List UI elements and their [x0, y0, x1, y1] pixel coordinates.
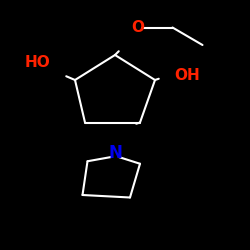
Text: OH: OH — [174, 68, 201, 82]
Text: HO: HO — [24, 55, 50, 70]
Text: N: N — [108, 144, 122, 162]
Text: O: O — [131, 20, 144, 35]
